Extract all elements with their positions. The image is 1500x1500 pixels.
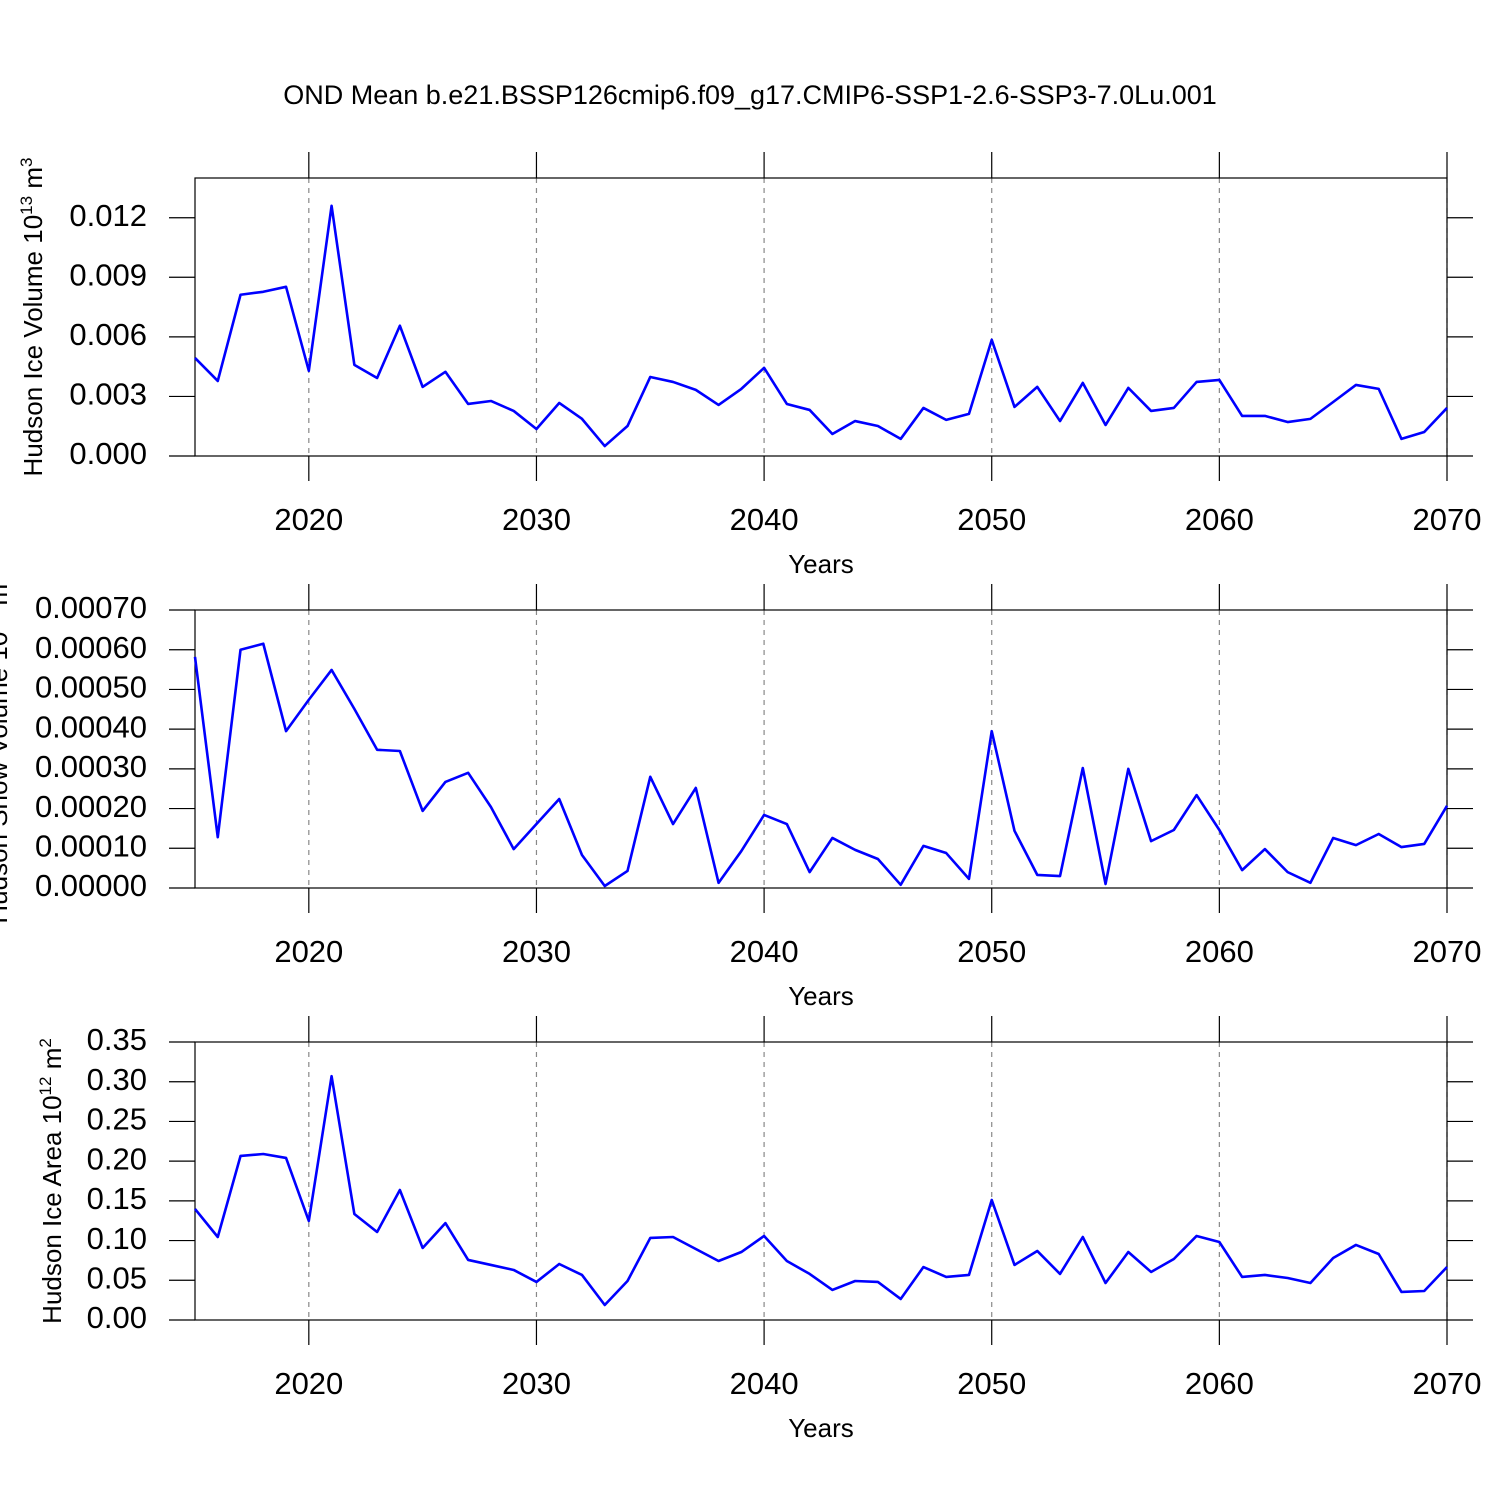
plot-frame bbox=[194, 1041, 1448, 1321]
y-tick-label: 0.00040 bbox=[35, 709, 147, 744]
data-line bbox=[193, 642, 1449, 888]
chart-title: OND Mean b.e21.BSSP126cmip6.f09_g17.CMIP… bbox=[283, 80, 1217, 110]
y-tick-label: 0.10 bbox=[87, 1221, 147, 1256]
y-axis-label-unit-power: 3 bbox=[0, 574, 1, 583]
y-tick-label: 0.009 bbox=[69, 257, 147, 292]
y-axis-label-unit: m bbox=[0, 584, 13, 613]
x-tick-label: 2020 bbox=[274, 502, 343, 537]
x-tick-label: 2050 bbox=[957, 1366, 1026, 1401]
y-axis-label-power: 12 bbox=[36, 1077, 55, 1096]
y-tick-label: 0.00000 bbox=[35, 868, 147, 903]
x-tick-label: 2060 bbox=[1185, 934, 1254, 969]
y-tick-label: 0.05 bbox=[87, 1260, 147, 1295]
data-line bbox=[193, 1074, 1448, 1307]
x-tick-label: 2070 bbox=[1413, 502, 1482, 537]
x-tick-label: 2030 bbox=[502, 1366, 571, 1401]
y-axis-label-text: Hudson Ice Area 10 bbox=[37, 1095, 67, 1323]
y-axis-label-text: Hudson Snow Volume 10 bbox=[0, 632, 13, 924]
y-tick-label: 0.00070 bbox=[35, 590, 147, 625]
x-tick-label: 2050 bbox=[957, 502, 1026, 537]
y-tick-label: 0.00 bbox=[87, 1300, 147, 1335]
x-tick-label: 2050 bbox=[957, 934, 1026, 969]
y-tick-label: 0.00060 bbox=[35, 630, 147, 665]
y-tick-label: 0.30 bbox=[87, 1062, 147, 1097]
x-tick-label: 2020 bbox=[274, 1366, 343, 1401]
y-tick-label: 0.00050 bbox=[35, 670, 147, 705]
y-axis-label: Hudson Ice Area 1012 m2 bbox=[36, 1038, 67, 1324]
y-tick-label: 0.00010 bbox=[35, 828, 147, 863]
x-tick-label: 2020 bbox=[274, 934, 343, 969]
x-axis-label: Years bbox=[788, 981, 854, 1011]
x-tick-label: 2040 bbox=[730, 934, 799, 969]
data-line bbox=[194, 204, 1448, 448]
y-axis-label: Hudson Ice Volume 1013 m3 bbox=[17, 158, 48, 477]
x-tick-label: 2030 bbox=[502, 502, 571, 537]
y-tick-label: 0.25 bbox=[87, 1102, 147, 1137]
y-axis-label-power: 13 bbox=[0, 613, 1, 632]
x-tick-label: 2040 bbox=[730, 1366, 799, 1401]
y-tick-label: 0.35 bbox=[87, 1022, 147, 1057]
y-tick-label: 0.003 bbox=[69, 377, 147, 412]
y-axis-label-unit: m bbox=[18, 167, 48, 196]
x-tick-label: 2070 bbox=[1413, 934, 1482, 969]
x-tick-label: 2030 bbox=[502, 934, 571, 969]
plot-frame bbox=[194, 177, 1448, 457]
y-tick-label: 0.006 bbox=[69, 317, 147, 352]
plot-frame bbox=[194, 609, 1448, 889]
y-tick-label: 0.012 bbox=[69, 198, 147, 233]
y-axis-label-unit: m bbox=[37, 1048, 67, 1077]
x-tick-label: 2060 bbox=[1185, 502, 1254, 537]
x-axis-label: Years bbox=[788, 1413, 854, 1443]
x-tick-label: 2040 bbox=[730, 502, 799, 537]
x-axis-label: Years bbox=[788, 549, 854, 579]
y-tick-label: 0.00030 bbox=[35, 749, 147, 784]
y-axis-label-unit-power: 3 bbox=[17, 158, 36, 167]
y-tick-label: 0.000 bbox=[69, 436, 147, 471]
y-axis-label-unit-power: 2 bbox=[36, 1038, 55, 1047]
y-tick-label: 0.20 bbox=[87, 1141, 147, 1176]
y-axis-label-text: Hudson Ice Volume 10 bbox=[18, 215, 48, 477]
x-tick-label: 2060 bbox=[1185, 1366, 1254, 1401]
y-tick-label: 0.00020 bbox=[35, 789, 147, 824]
y-axis-label: Hudson Snow Volume 1013 m3 bbox=[0, 574, 13, 923]
y-axis-label-power: 13 bbox=[17, 196, 36, 215]
y-tick-label: 0.15 bbox=[87, 1181, 147, 1216]
x-tick-label: 2070 bbox=[1413, 1366, 1482, 1401]
